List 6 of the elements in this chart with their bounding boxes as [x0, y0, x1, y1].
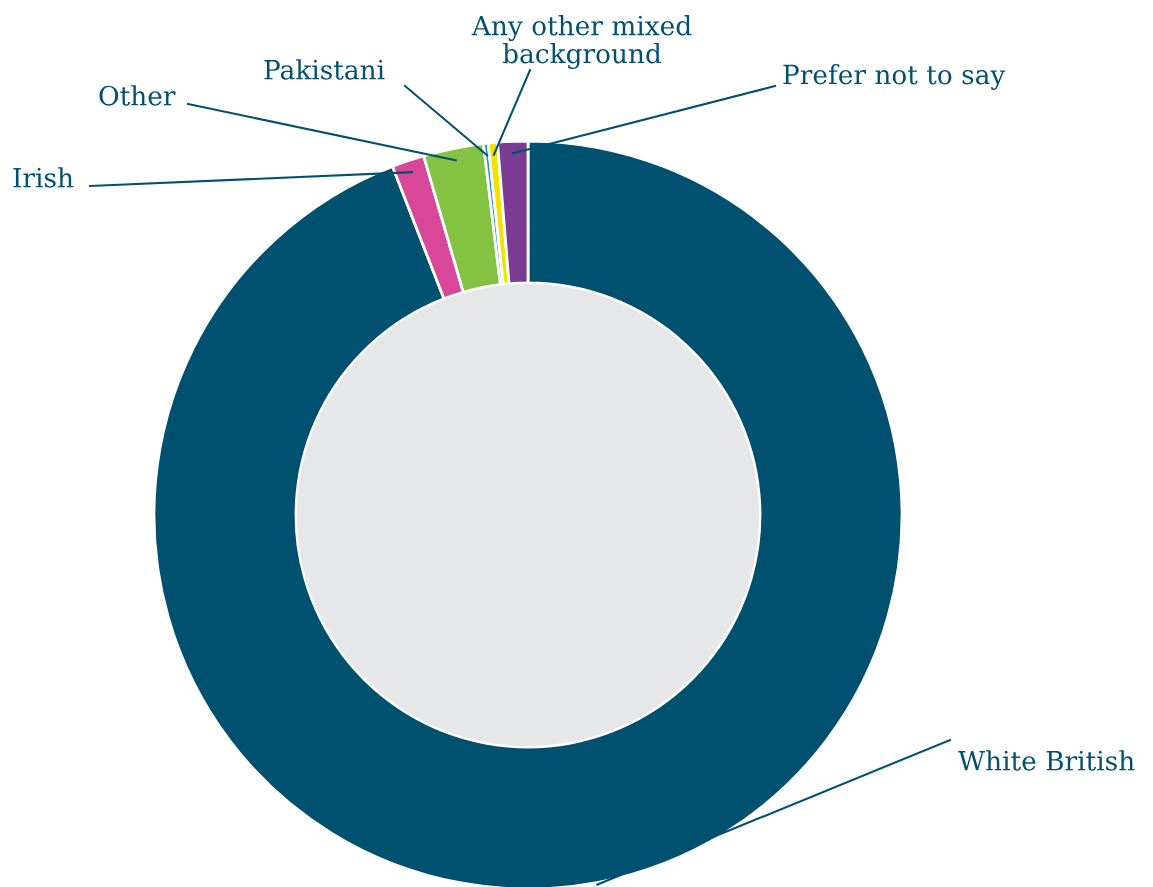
slice-label: Irish	[13, 167, 74, 188]
slice-label: Other	[99, 85, 176, 106]
slice-label: Pakistani	[264, 59, 385, 80]
slice-label: White British	[958, 750, 1135, 771]
slice-label: Any other mixed background	[471, 15, 692, 69]
slice-label: Prefer not to say	[783, 64, 1006, 90]
